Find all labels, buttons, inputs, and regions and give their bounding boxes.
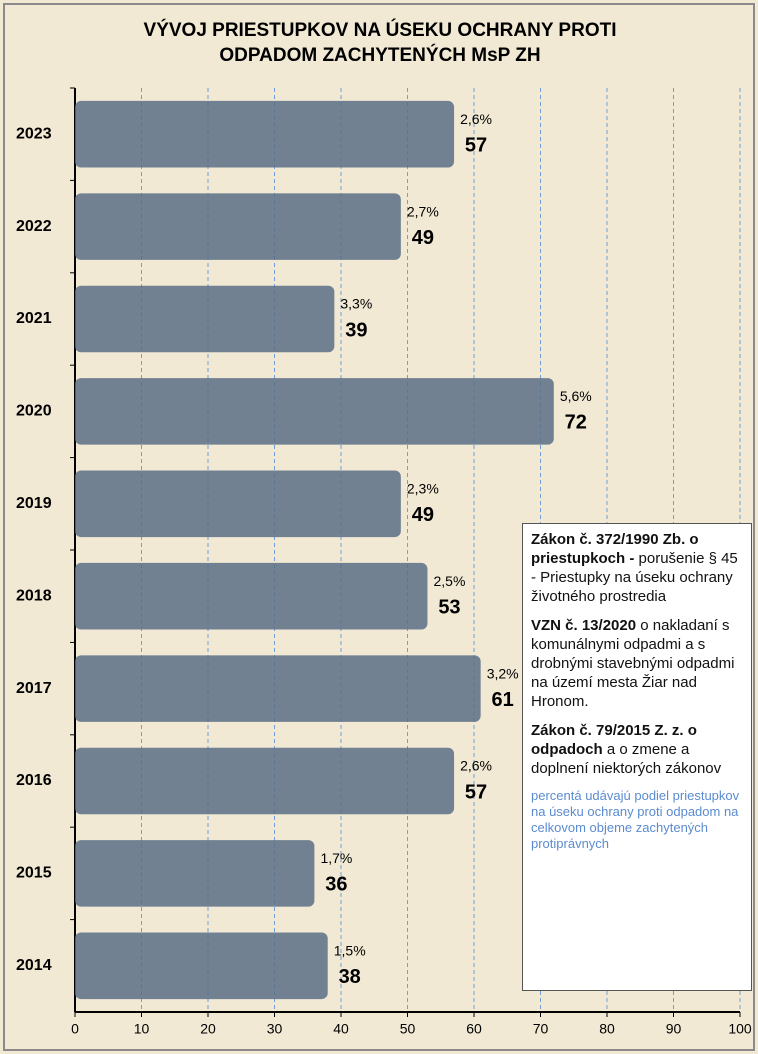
chart-title: VÝVOJ PRIESTUPKOV NA ÚSEKU OCHRANY PROTI bbox=[144, 19, 617, 41]
value-label: 53 bbox=[438, 596, 460, 618]
x-tick-label: 40 bbox=[333, 1021, 349, 1037]
x-tick-label: 10 bbox=[134, 1021, 150, 1037]
bar bbox=[75, 378, 554, 445]
value-label: 39 bbox=[345, 319, 367, 341]
y-tick-label: 2022 bbox=[16, 218, 52, 235]
share-label: 2,6% bbox=[460, 758, 492, 774]
note-paragraph: Zákon č. 372/1990 Zb. o priestupkoch - p… bbox=[531, 530, 743, 606]
share-label: 2,3% bbox=[407, 481, 439, 497]
note-text: o nakladaní s komunálnymi odpadmi a s dr… bbox=[531, 617, 735, 710]
chart-subtitle: ODPADOM ZACHYTENÝCH MsP ZH bbox=[219, 44, 540, 66]
share-label: 1,7% bbox=[320, 850, 352, 866]
share-label: 5,6% bbox=[560, 388, 592, 404]
bar bbox=[75, 932, 328, 1000]
x-tick-label: 100 bbox=[728, 1021, 752, 1037]
bar bbox=[75, 747, 455, 815]
x-tick-label: 80 bbox=[599, 1021, 615, 1037]
y-tick-label: 2017 bbox=[16, 680, 52, 697]
note-bold: Zákon č. 79/2015 Z. z. o odpadoch bbox=[531, 722, 697, 758]
value-label: 72 bbox=[565, 412, 587, 434]
x-tick-label: 0 bbox=[71, 1021, 79, 1037]
x-tick-label: 20 bbox=[200, 1021, 216, 1037]
bar bbox=[75, 193, 401, 260]
y-tick-label: 2014 bbox=[16, 957, 52, 974]
x-tick-label: 70 bbox=[533, 1021, 549, 1037]
bar bbox=[75, 285, 335, 353]
value-label: 49 bbox=[412, 504, 434, 526]
value-label: 57 bbox=[465, 134, 487, 156]
y-tick-label: 2016 bbox=[16, 772, 52, 789]
note-box: Zákon č. 372/1990 Zb. o priestupkoch - p… bbox=[522, 523, 752, 991]
share-label: 1,5% bbox=[334, 943, 366, 959]
share-label: 2,7% bbox=[407, 203, 439, 219]
note-text: porušenie § 45 - Priestupky na úseku och… bbox=[531, 550, 738, 605]
bar bbox=[75, 840, 315, 907]
y-tick-label: 2020 bbox=[16, 403, 52, 420]
value-label: 57 bbox=[465, 781, 487, 803]
x-tick-label: 50 bbox=[400, 1021, 416, 1037]
y-tick-label: 2015 bbox=[16, 865, 52, 882]
value-label: 36 bbox=[325, 874, 347, 896]
value-label: 49 bbox=[412, 227, 434, 249]
note-text: a o zmene a doplnení niektorých zákonov bbox=[531, 741, 722, 777]
note-bold: VZN č. 13/2020 bbox=[531, 617, 637, 634]
note-bold: Zákon č. 372/1990 Zb. o priestupkoch - bbox=[531, 531, 699, 567]
share-label: 2,6% bbox=[460, 111, 492, 127]
x-tick-label: 30 bbox=[267, 1021, 283, 1037]
note-paragraph: VZN č. 13/2020 o nakladaní s komunálnymi… bbox=[531, 616, 743, 711]
value-label: 61 bbox=[492, 689, 514, 711]
y-tick-label: 2019 bbox=[16, 495, 52, 512]
bar bbox=[75, 470, 401, 538]
bar bbox=[75, 562, 428, 630]
note-paragraph: Zákon č. 79/2015 Z. z. o odpadoch a o zm… bbox=[531, 721, 743, 778]
x-tick-label: 90 bbox=[666, 1021, 682, 1037]
bar bbox=[75, 655, 481, 722]
bar bbox=[75, 100, 455, 168]
footnote: percentá udávajú podiel priestupkov na ú… bbox=[531, 788, 740, 851]
y-tick-label: 2021 bbox=[16, 310, 52, 327]
y-tick-label: 2018 bbox=[16, 587, 52, 604]
share-label: 2,5% bbox=[433, 573, 465, 589]
y-tick-label: 2023 bbox=[16, 125, 52, 142]
share-label: 3,3% bbox=[340, 296, 372, 312]
share-label: 3,2% bbox=[487, 665, 519, 681]
frame bbox=[3, 3, 755, 1051]
value-label: 38 bbox=[339, 966, 361, 988]
x-tick-label: 60 bbox=[466, 1021, 482, 1037]
